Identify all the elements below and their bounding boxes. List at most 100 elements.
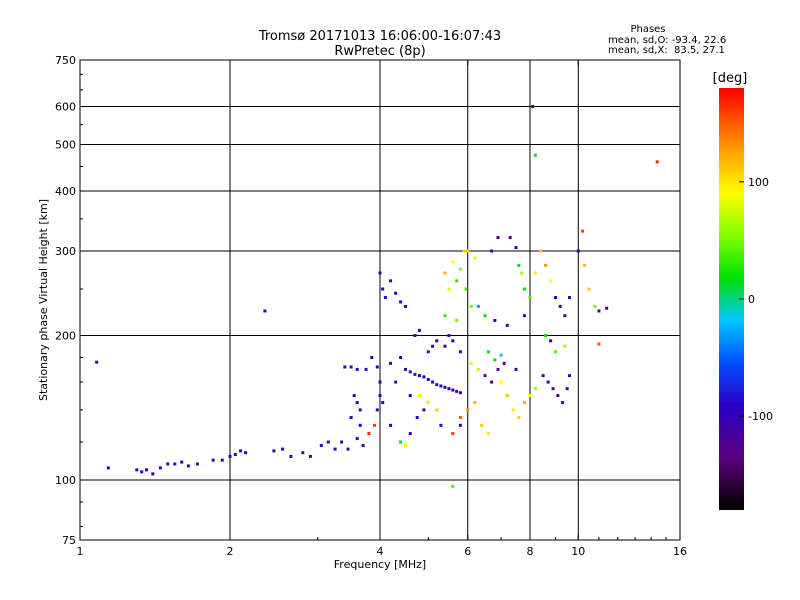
chart-subtitle: RwPretec (8p) <box>334 44 425 59</box>
data-point <box>355 367 359 371</box>
data-point <box>523 287 527 291</box>
x-tick-label: 6 <box>464 545 471 558</box>
data-point <box>399 300 403 304</box>
data-point <box>496 367 500 371</box>
data-point <box>186 464 190 468</box>
data-point <box>211 458 215 462</box>
y-tick-label: 200 <box>55 330 76 343</box>
colorbar-tick-label: 100 <box>748 176 769 189</box>
data-point <box>508 236 512 240</box>
data-point <box>563 344 567 348</box>
data-point <box>358 408 362 412</box>
colorbar-tick-label: 0 <box>748 293 755 306</box>
data-point <box>546 380 550 384</box>
data-point <box>466 408 470 412</box>
data-point <box>431 344 435 348</box>
data-point <box>476 304 480 308</box>
data-point <box>301 451 305 455</box>
data-point <box>502 361 506 365</box>
data-point <box>523 401 527 405</box>
data-point <box>493 318 497 322</box>
data-point <box>399 440 403 444</box>
data-point <box>655 160 659 164</box>
data-point <box>553 350 557 354</box>
data-point <box>349 415 353 419</box>
data-point <box>443 385 447 389</box>
x-axis-label: Frequency [MHz] <box>334 558 426 571</box>
stats-o-mode: mean, sd,O: -93.4, 22.6 <box>608 35 726 46</box>
data-point <box>389 423 393 427</box>
data-point <box>583 263 587 267</box>
x-tick-label: 10 <box>571 545 585 558</box>
data-point <box>528 394 532 398</box>
data-point <box>523 314 527 318</box>
data-point <box>553 296 557 300</box>
data-point <box>389 361 393 365</box>
data-point <box>505 394 509 398</box>
data-point <box>373 423 377 427</box>
data-point <box>462 249 466 253</box>
data-point <box>289 454 293 458</box>
data-point <box>493 358 497 362</box>
data-point <box>340 440 344 444</box>
y-tick-label: 750 <box>55 54 76 67</box>
data-point <box>469 361 473 365</box>
data-point <box>533 153 537 157</box>
data-point <box>464 287 468 291</box>
data-point <box>499 380 503 384</box>
data-point <box>447 387 451 391</box>
data-point <box>490 380 494 384</box>
y-tick-label: 600 <box>55 101 76 114</box>
data-point <box>473 401 477 405</box>
x-tick-label: 8 <box>527 545 534 558</box>
data-point <box>517 263 521 267</box>
data-point <box>443 314 447 318</box>
data-point <box>308 454 312 458</box>
data-point <box>490 249 494 253</box>
data-point <box>556 394 560 398</box>
data-point <box>375 365 379 369</box>
stats-x-mode: mean, sd,X: 83.5, 27.1 <box>608 45 725 56</box>
data-point <box>383 296 387 300</box>
data-point <box>370 355 374 359</box>
data-point <box>486 432 490 436</box>
data-point <box>480 423 484 427</box>
data-point <box>541 374 545 378</box>
data-point <box>597 342 601 346</box>
data-point <box>466 249 470 253</box>
data-point <box>413 372 417 376</box>
data-point <box>458 415 462 419</box>
data-point <box>458 350 462 354</box>
data-point <box>549 339 553 343</box>
data-point <box>458 391 462 395</box>
data-point <box>408 432 412 436</box>
data-point <box>458 267 462 271</box>
data-point <box>435 383 439 387</box>
data-point <box>451 388 455 392</box>
chart-title: Tromsø 20171013 16:06:00-16:07:43 <box>258 29 501 44</box>
data-point <box>426 377 430 381</box>
data-point <box>358 423 362 427</box>
x-tick-label: 16 <box>673 545 687 558</box>
data-point <box>106 466 110 470</box>
data-point <box>233 453 237 457</box>
stats-title: Phases <box>630 24 665 35</box>
data-point <box>417 394 421 398</box>
data-point <box>593 304 597 308</box>
data-point <box>413 334 417 338</box>
data-point <box>439 384 443 388</box>
data-point <box>469 304 473 308</box>
y-tick-label: 500 <box>55 139 76 152</box>
data-point <box>476 367 480 371</box>
data-point <box>499 353 503 357</box>
data-point <box>563 314 567 318</box>
y-tick-label: 300 <box>55 245 76 258</box>
data-point <box>394 291 398 295</box>
data-point <box>408 394 412 398</box>
colorbar-label: [deg] <box>713 71 748 86</box>
data-point <box>597 309 601 313</box>
data-point <box>439 423 443 427</box>
y-tick-label: 100 <box>55 474 76 487</box>
data-point <box>451 260 455 264</box>
data-point <box>343 365 347 369</box>
